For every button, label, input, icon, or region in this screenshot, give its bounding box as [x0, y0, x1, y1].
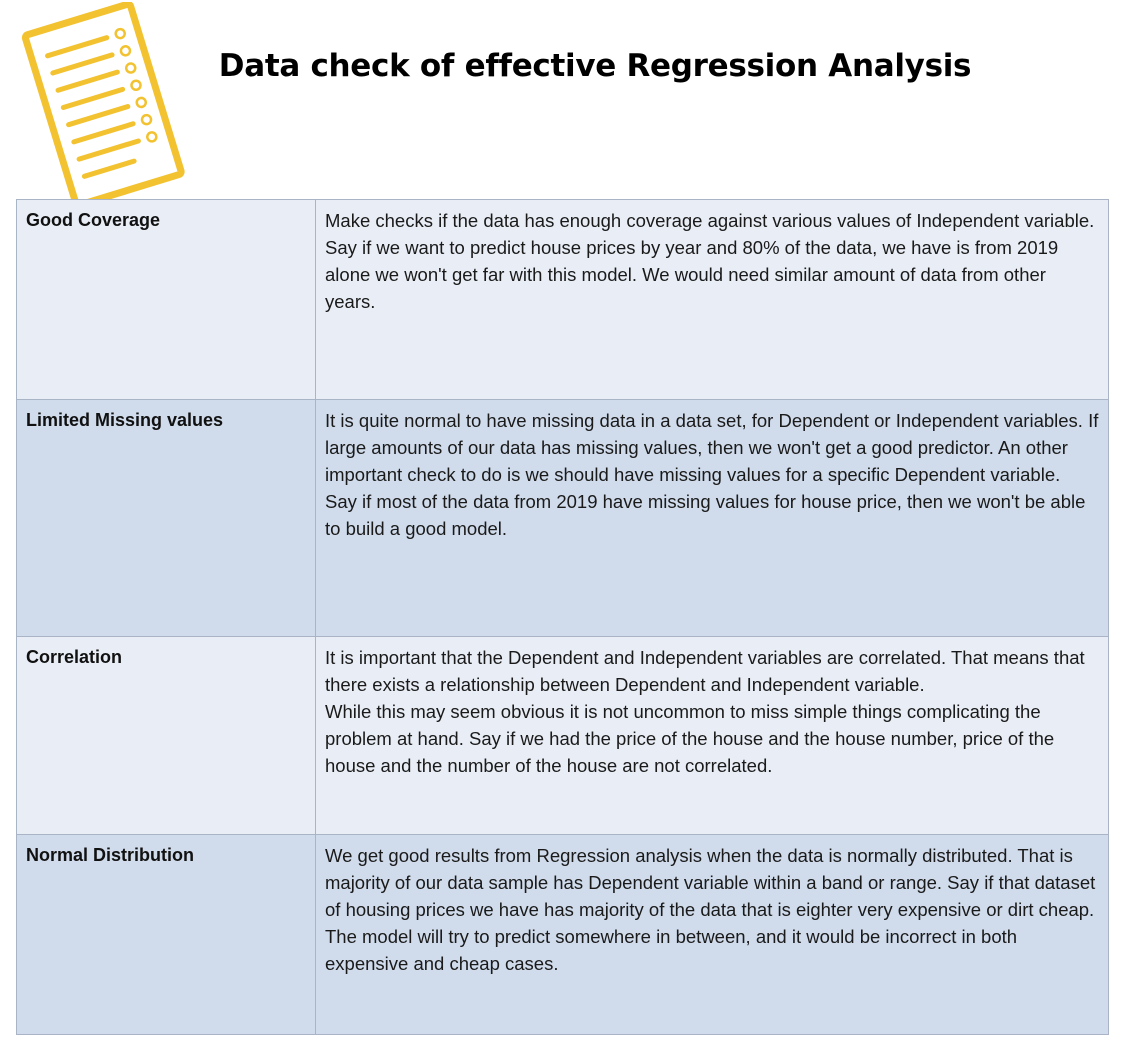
table-row: Limited Missing values It is quite norma…	[16, 399, 1109, 637]
checklist-icon	[21, 2, 185, 206]
table-row: Normal Distribution We get good results …	[16, 834, 1109, 1035]
table-row: Correlation It is important that the Dep…	[16, 636, 1109, 835]
description-paragraph: We get good results from Regression anal…	[325, 845, 1096, 974]
description-cell: Make checks if the data has enough cover…	[315, 199, 1109, 400]
description-paragraph: It is important that the Dependent and I…	[325, 647, 1085, 695]
table-row: Good Coverage Make checks if the data ha…	[16, 199, 1109, 400]
description-paragraph: While this may seem obvious it is not un…	[325, 701, 1055, 776]
description-cell: It is important that the Dependent and I…	[315, 636, 1109, 835]
criterion-cell: Normal Distribution	[16, 834, 316, 1035]
description-cell: We get good results from Regression anal…	[315, 834, 1109, 1035]
criterion-cell: Correlation	[16, 636, 316, 835]
description-paragraph: Say if most of the data from 2019 have m…	[325, 491, 1086, 539]
description-paragraph: It is quite normal to have missing data …	[325, 410, 1099, 485]
criterion-cell: Good Coverage	[16, 199, 316, 400]
page-title: Data check of effective Regression Analy…	[218, 48, 972, 84]
description-paragraph: Say if we want to predict house prices b…	[325, 237, 1059, 312]
description-paragraph: Make checks if the data has enough cover…	[325, 210, 1095, 231]
description-cell: It is quite normal to have missing data …	[315, 399, 1109, 637]
criterion-cell: Limited Missing values	[16, 399, 316, 637]
checks-table: Good Coverage Make checks if the data ha…	[16, 199, 1109, 1035]
